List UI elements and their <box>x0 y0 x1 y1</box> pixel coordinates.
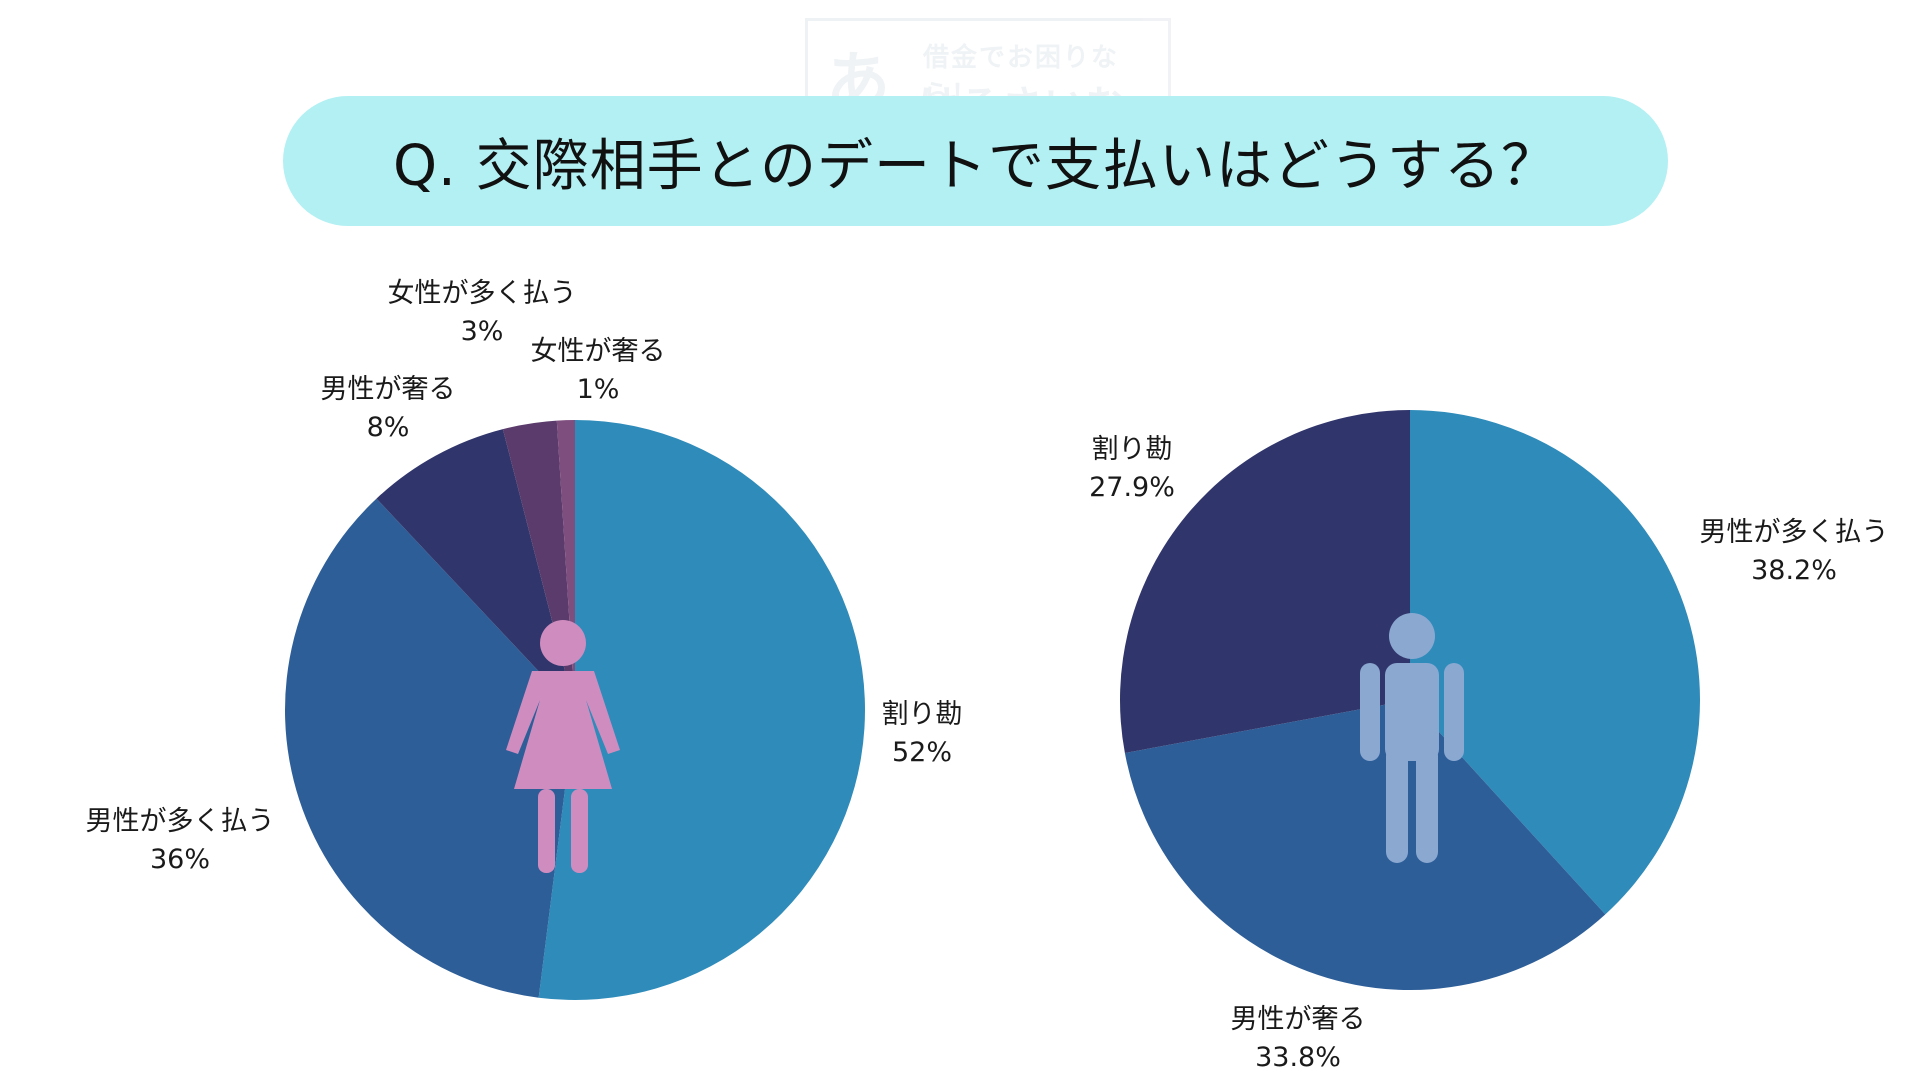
slice-label-1: 男性が多く払う <box>86 806 275 837</box>
slice-label-2: 男性が奢る <box>321 374 456 405</box>
slice-value-0: 38.2% <box>1751 555 1837 586</box>
slice-value-4: 1% <box>577 374 620 405</box>
question-banner: Q. 交際相手とのデートで支払いはどうする？ <box>283 96 1668 226</box>
slice-label-3: 女性が多く払う <box>388 278 577 309</box>
slice-label-2: 割り勘 <box>1092 434 1173 465</box>
slice-label-0: 男性が多く払う <box>1700 517 1889 548</box>
pie-slice-1 <box>1124 700 1606 990</box>
slice-value-1: 36% <box>150 844 210 875</box>
slice-label-4: 女性が奢る <box>531 336 666 367</box>
pie-slice-1 <box>285 498 575 998</box>
women-pie-labels: 割り勘 52% 男性が多く払う 36% 男性が奢る 8% 女性が多く払う 3% 女性が奢る 1% <box>86 278 963 875</box>
slice-value-0: 52% <box>892 737 952 768</box>
man-icon <box>1360 613 1464 863</box>
woman-icon <box>506 620 620 873</box>
men-pie-chart <box>1120 410 1700 990</box>
pie-slice-2 <box>376 429 575 710</box>
slice-value-3: 3% <box>461 316 504 347</box>
slice-label-1: 男性が奢る <box>1231 1004 1366 1035</box>
question-title: Q. 交際相手とのデートで支払いはどうする？ <box>392 133 1559 199</box>
pie-slice-0 <box>538 420 865 1000</box>
pie-slice-2 <box>1120 410 1410 754</box>
slice-value-2: 8% <box>367 412 410 443</box>
slice-value-1: 33.8% <box>1255 1042 1341 1073</box>
pie-slice-0 <box>1410 410 1700 915</box>
slice-value-2: 27.9% <box>1089 472 1175 503</box>
slice-label-0: 割り勘 <box>882 699 963 730</box>
men-pie-labels: 男性が多く払う 38.2% 男性が奢る 33.8% 割り勘 27.9% <box>1089 434 1888 1073</box>
